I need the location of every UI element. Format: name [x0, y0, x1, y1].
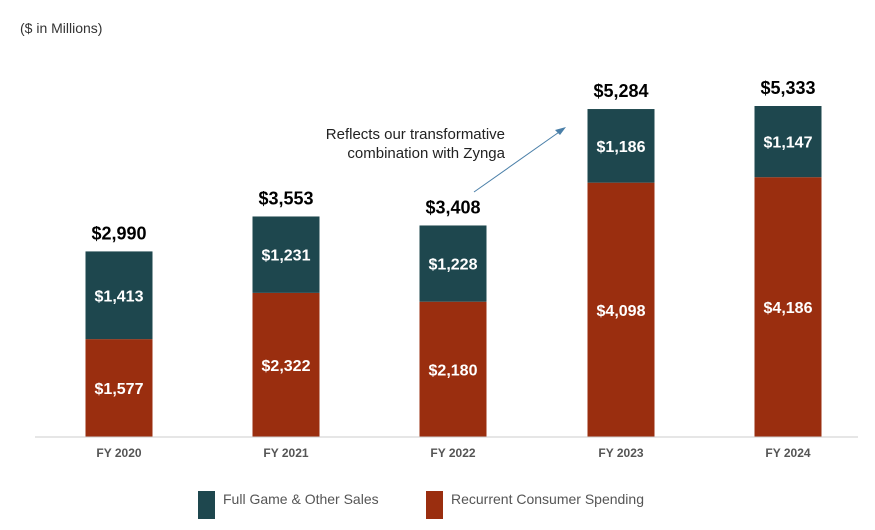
bars-layer [85, 106, 822, 438]
annotation-arrow-line [473, 129, 563, 193]
data-label-recurrent-consumer-spending-fy-2023: $4,098 [597, 303, 646, 320]
annotation-arrow-head [555, 127, 566, 135]
legend-swatch-full-game-other-sales [198, 491, 215, 519]
annotation: Reflects our transformative combination w… [326, 126, 566, 193]
data-label-full-game-other-sales-fy-2021: $1,231 [262, 248, 311, 265]
total-label-fy-2021: $3,553 [258, 188, 313, 208]
legend-swatch-recurrent-consumer-spending [426, 491, 443, 519]
legend-label-recurrent-consumer-spending: Recurrent Consumer Spending [451, 491, 644, 507]
bar-full-game-other-sales-fy-2020 [85, 251, 153, 340]
total-label-fy-2024: $5,333 [760, 78, 815, 98]
x-tick-label-fy-2022: FY 2022 [430, 446, 475, 460]
x-tick-label-fy-2023: FY 2023 [598, 446, 643, 460]
bar-recurrent-consumer-spending-fy-2023 [587, 182, 655, 437]
annotation-text-line-1: Reflects our transformative [326, 126, 505, 143]
data-label-recurrent-consumer-spending-fy-2022: $2,180 [429, 362, 478, 379]
bar-full-game-other-sales-fy-2021 [252, 216, 320, 293]
data-label-recurrent-consumer-spending-fy-2024: $4,186 [764, 300, 813, 317]
data-label-full-game-other-sales-fy-2023: $1,186 [597, 139, 646, 156]
bar-recurrent-consumer-spending-fy-2020 [85, 339, 153, 437]
total-label-fy-2022: $3,408 [425, 197, 480, 217]
bar-full-game-other-sales-fy-2023 [587, 109, 655, 183]
data-label-full-game-other-sales-fy-2022: $1,228 [429, 257, 478, 274]
data-label-full-game-other-sales-fy-2020: $1,413 [95, 288, 144, 305]
data-label-recurrent-consumer-spending-fy-2020: $1,577 [95, 381, 144, 398]
bar-recurrent-consumer-spending-fy-2024 [754, 177, 822, 438]
bar-recurrent-consumer-spending-fy-2022 [419, 301, 487, 437]
legend-label-full-game-other-sales: Full Game & Other Sales [223, 491, 379, 507]
labels-layer: $1,577 $1,413 $2,990 FY 2020 $2,322 $1,231 $3,… [91, 78, 815, 460]
bar-recurrent-consumer-spending-fy-2021 [252, 292, 320, 437]
legend: Full Game & Other Sales Recurrent Consume… [198, 491, 644, 519]
total-label-fy-2020: $2,990 [91, 223, 146, 243]
chart-subtitle: ($ in Millions) [20, 20, 103, 36]
data-label-recurrent-consumer-spending-fy-2021: $2,322 [262, 358, 311, 375]
x-tick-label-fy-2020: FY 2020 [96, 446, 141, 460]
x-tick-label-fy-2021: FY 2021 [263, 446, 308, 460]
bar-full-game-other-sales-fy-2024 [754, 106, 822, 178]
data-label-full-game-other-sales-fy-2024: $1,147 [764, 135, 813, 152]
total-label-fy-2023: $5,284 [593, 81, 648, 101]
bar-full-game-other-sales-fy-2022 [419, 225, 487, 302]
annotation-text-line-2: combination with Zynga [347, 145, 505, 162]
x-tick-label-fy-2024: FY 2024 [765, 446, 810, 460]
